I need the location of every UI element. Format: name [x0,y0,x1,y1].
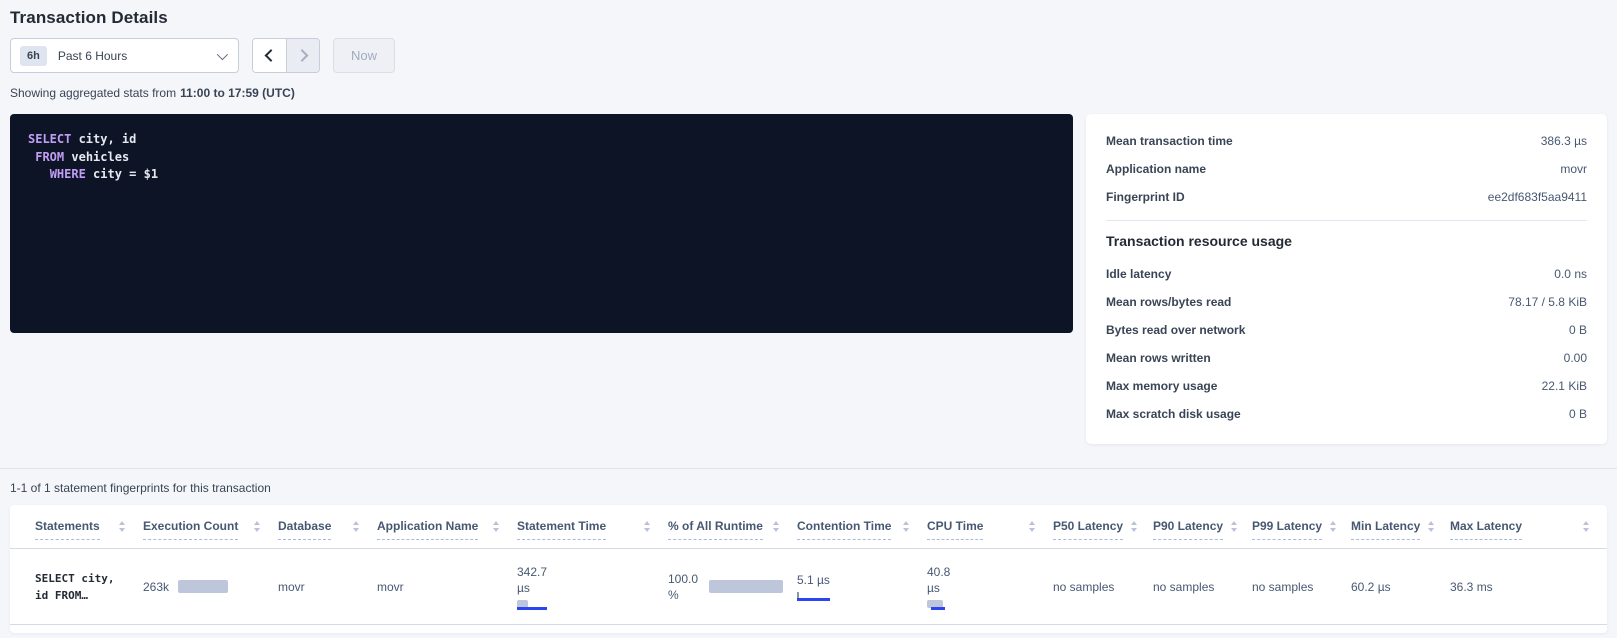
resource-label: Max memory usage [1106,378,1218,393]
col-header-pct-runtime[interactable]: % of All Runtime [668,505,797,549]
sort-icon[interactable] [773,521,779,532]
aggregated-stats-subtitle: Showing aggregated stats from 11:00 to 17… [10,86,1607,100]
statement-time-bar [517,599,551,610]
chevron-down-icon [216,48,229,60]
summary-row: Application name movr [1106,155,1587,183]
contention-time-value: 5.1 µs [797,572,830,587]
card-divider [1106,220,1587,221]
sort-icon[interactable] [1428,521,1435,532]
contention-time-bar [797,591,831,601]
resource-label: Mean rows/bytes read [1106,294,1232,309]
resource-label: Mean rows written [1106,350,1211,365]
application-name-cell: movr [377,579,404,594]
time-toolbar: 6h Past 6 Hours Now [10,38,1607,73]
pct-runtime-value: 100.0 % [668,571,699,602]
resource-row: Max scratch disk usage 0 B [1106,400,1587,428]
statements-table-card: Statements Execution Count Database Appl… [10,505,1607,633]
subtitle-time-range: 11:00 to 17:59 (UTC) [180,86,295,100]
cpu-time-value: 40.8 µs [927,564,951,595]
chevron-right-icon [295,49,308,62]
database-cell: movr [278,579,305,594]
subtitle-prefix: Showing aggregated stats from [10,86,177,100]
sort-icon[interactable] [644,521,650,532]
p90-latency-cell: no samples [1153,579,1215,594]
sort-icon[interactable] [353,521,359,532]
summary-label: Application name [1106,161,1207,176]
cpu-time-bar [927,599,961,610]
col-header-p50-latency[interactable]: P50 Latency [1053,505,1153,549]
resource-row: Mean rows written 0.00 [1106,344,1587,372]
section-divider [0,468,1617,469]
summary-row: Fingerprint ID ee2df683f5aa9411 [1106,183,1587,211]
sort-icon[interactable] [1231,521,1238,532]
now-button[interactable]: Now [333,38,396,73]
col-header-cpu-time[interactable]: CPU Time [927,505,1053,549]
col-header-statement-time[interactable]: Statement Time [517,505,668,549]
sort-icon[interactable] [119,521,125,532]
pct-runtime-bar [709,580,783,593]
sql-code: SELECT city, id FROM vehicles WHERE city… [28,132,159,181]
prev-time-button[interactable] [253,39,286,72]
col-header-contention-time[interactable]: Contention Time [797,505,927,549]
col-header-statements[interactable]: Statements [10,505,143,549]
summary-value: movr [1560,161,1587,176]
p50-latency-cell: no samples [1053,579,1115,594]
sort-icon[interactable] [903,521,909,532]
statement-time-value: 342.7 µs [517,564,548,595]
next-time-button[interactable] [286,39,319,72]
chevron-left-icon [264,49,278,62]
sort-icon[interactable] [1131,521,1138,532]
summary-label: Mean transaction time [1106,133,1233,148]
summary-row: Mean transaction time 386.3 µs [1106,127,1587,155]
sort-icon[interactable] [493,521,499,532]
resource-label: Idle latency [1106,266,1172,281]
resource-row: Max memory usage 22.1 KiB [1106,372,1587,400]
statement-link[interactable]: SELECT city, id FROM… [35,571,115,602]
resource-value: 0 B [1568,406,1587,421]
p99-latency-cell: no samples [1252,579,1314,594]
resource-value: 0.0 ns [1554,266,1587,281]
execution-count-value: 263k [143,579,170,594]
time-range-label: Past 6 Hours [57,48,128,63]
page-title: Transaction Details [10,8,168,27]
sort-icon[interactable] [254,521,260,532]
col-header-max-latency[interactable]: Max Latency [1450,505,1607,549]
col-header-execution-count[interactable]: Execution Count [143,505,278,549]
time-range-badge: 6h [20,45,47,66]
table-header-row: Statements Execution Count Database Appl… [10,505,1607,549]
statements-table-caption: 1-1 of 1 statement fingerprints for this… [10,481,271,495]
execution-count-bar [178,580,229,593]
resource-row: Bytes read over network 0 B [1106,316,1587,344]
statement-row: SELECT city, id FROM… 263k movr movr 342… [10,549,1607,625]
resource-usage-heading: Transaction resource usage [1106,233,1292,249]
resource-value: 0 B [1568,322,1587,337]
col-header-p90-latency[interactable]: P90 Latency [1153,505,1252,549]
col-header-application-name[interactable]: Application Name [377,505,517,549]
resource-row: Mean rows/bytes read 78.17 / 5.8 KiB [1106,288,1587,316]
resource-value: 78.17 / 5.8 KiB [1508,294,1587,309]
resource-value: 0.00 [1563,350,1587,365]
max-latency-cell: 36.3 ms [1450,579,1493,594]
resource-value: 22.1 KiB [1541,378,1587,393]
col-header-min-latency[interactable]: Min Latency [1351,505,1450,549]
summary-label: Fingerprint ID [1106,189,1185,204]
summary-value: ee2df683f5aa9411 [1487,189,1587,204]
resource-row: Idle latency 0.0 ns [1106,260,1587,288]
resource-label: Max scratch disk usage [1106,406,1241,421]
sort-icon[interactable] [1330,521,1337,532]
col-header-p99-latency[interactable]: P99 Latency [1252,505,1351,549]
transaction-summary-card: Mean transaction time 386.3 µs Applicati… [1086,114,1607,444]
time-nav-group [252,38,320,73]
time-range-select[interactable]: 6h Past 6 Hours [10,38,239,73]
sort-icon[interactable] [1583,521,1589,532]
resource-label: Bytes read over network [1106,322,1246,337]
summary-value: 386.3 µs [1540,133,1587,148]
statements-table: Statements Execution Count Database Appl… [10,505,1607,625]
sql-statement-box: SELECT city, id FROM vehicles WHERE city… [10,114,1073,333]
col-header-database[interactable]: Database [278,505,377,549]
sort-icon[interactable] [1029,521,1035,532]
min-latency-cell: 60.2 µs [1351,579,1391,594]
